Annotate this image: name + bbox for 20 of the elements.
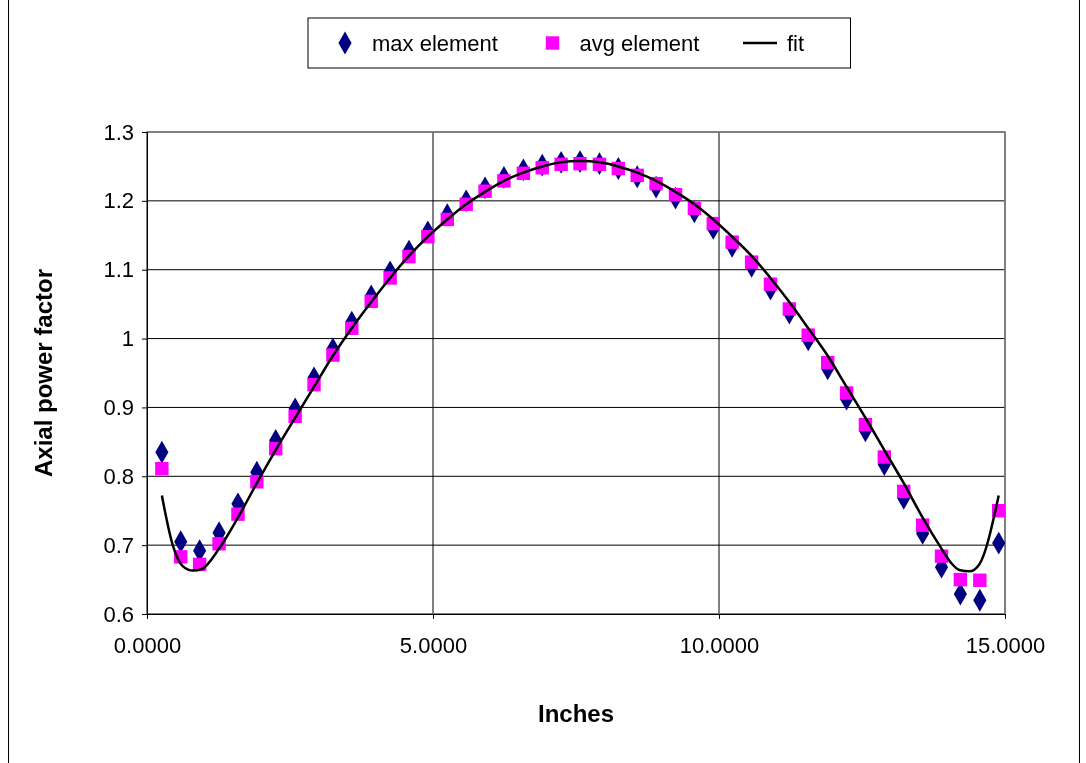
y-tick-label: 0.9 xyxy=(103,394,134,420)
x-axis-title: Inches xyxy=(537,700,615,727)
legend-label: fit xyxy=(787,31,805,56)
x-tick-label: 10.0000 xyxy=(679,632,760,658)
y-tick-label: 0.7 xyxy=(103,532,134,558)
point xyxy=(155,462,169,476)
x-tick-label: 15.0000 xyxy=(965,632,1046,658)
x-tick-label: 5.0000 xyxy=(399,632,468,658)
y-tick-label: 0.8 xyxy=(103,463,134,489)
legend-label: avg element xyxy=(579,31,700,56)
point xyxy=(973,573,987,587)
legend-label: max element xyxy=(372,31,498,56)
y-tick-label: 1.2 xyxy=(103,188,134,214)
y-tick-label: 0.6 xyxy=(103,601,134,627)
y-tick-label: 1.3 xyxy=(103,119,134,145)
y-axis-title: Axial power factor xyxy=(30,268,57,478)
x-tick-label: 0.0000 xyxy=(113,632,182,658)
y-tick-label: 1 xyxy=(121,326,134,352)
y-tick-label: 1.1 xyxy=(103,257,134,283)
point xyxy=(953,572,968,587)
